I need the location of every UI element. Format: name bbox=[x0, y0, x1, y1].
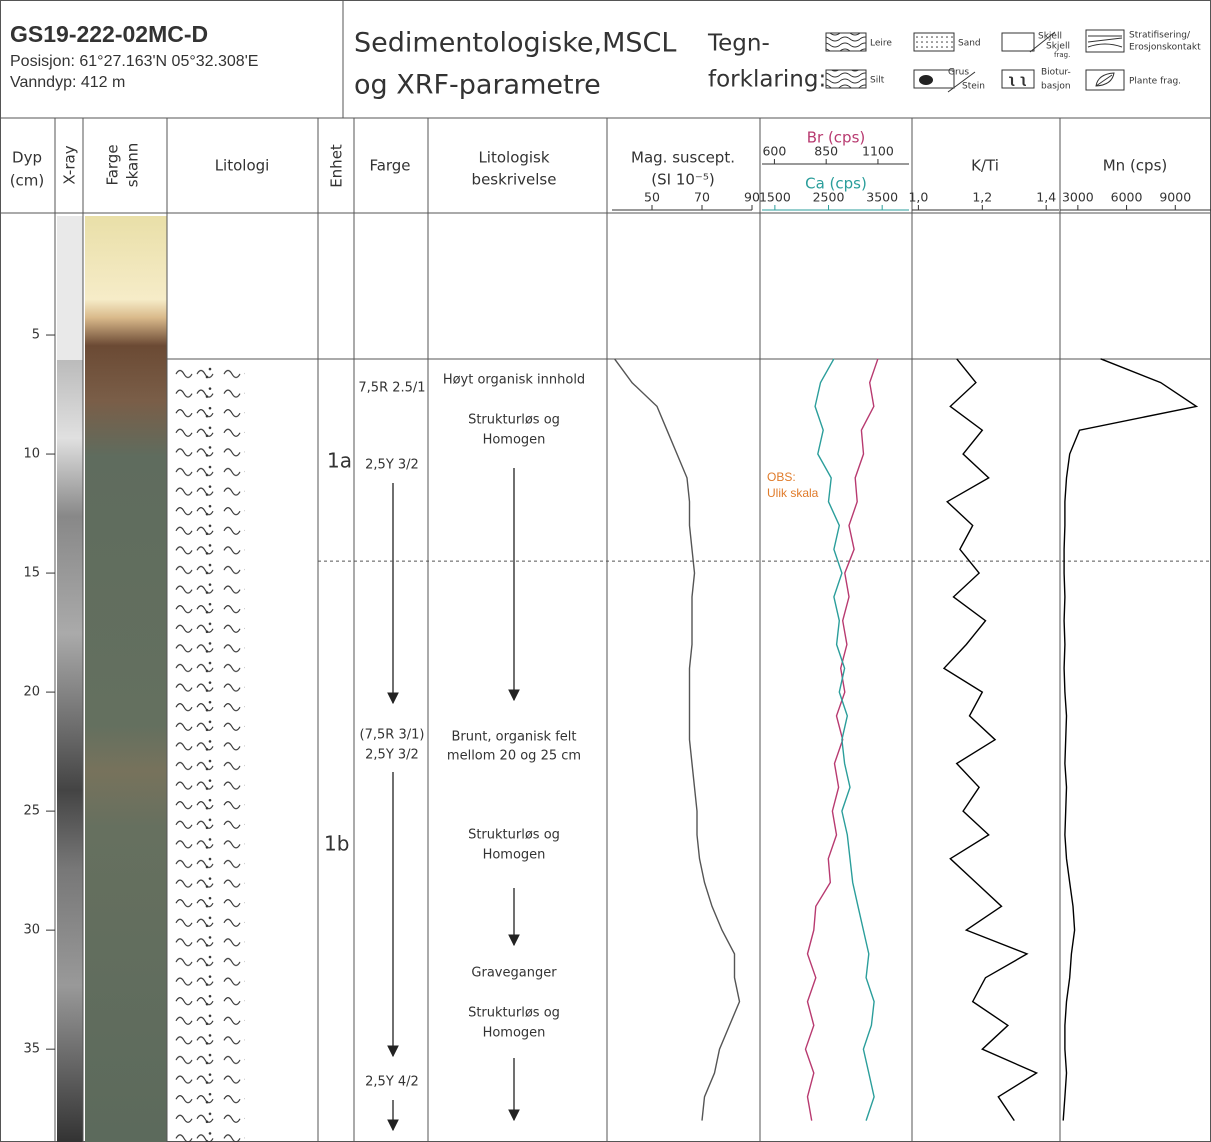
legend-label: Leire bbox=[870, 39, 892, 49]
description: Brunt, organisk felt bbox=[452, 730, 577, 745]
color-label: 7,5R 2.5/1 bbox=[358, 381, 425, 396]
legend-icon bbox=[914, 33, 954, 51]
description: Høyt organisk innhold bbox=[443, 373, 585, 388]
legend-label: Sand bbox=[958, 39, 981, 49]
x-tick-label: 1100 bbox=[862, 144, 894, 159]
description: Homogen bbox=[483, 1026, 546, 1041]
color-label: 2,5Y 4/2 bbox=[365, 1075, 419, 1090]
x-tick-label: 1,0 bbox=[908, 190, 928, 205]
x-tick-label: 1,4 bbox=[1036, 190, 1056, 205]
axis-title: Mn (cps) bbox=[1103, 157, 1168, 175]
column-header: Farge bbox=[104, 144, 122, 185]
description: Graveganger bbox=[471, 966, 557, 981]
column-header: Farge bbox=[369, 157, 410, 175]
description: Strukturløs og bbox=[468, 413, 560, 428]
column-header: Litologi bbox=[215, 157, 270, 175]
units: 1a 1b bbox=[324, 449, 352, 856]
column-header: Enhet bbox=[328, 144, 346, 188]
xray-image bbox=[57, 360, 83, 1142]
y-tick-label: 5 bbox=[32, 328, 40, 343]
heading: Sedimentologiske,MSCL bbox=[354, 28, 676, 59]
color-notes: 7,5R 2.5/1 2,5Y 3/2 (7,5R 3/1) 2,5Y 3/2 … bbox=[358, 381, 425, 1131]
y-tick-label: 20 bbox=[23, 685, 40, 700]
lithology-pattern bbox=[170, 360, 245, 1142]
water-depth: Vanndyp: 412 m bbox=[10, 74, 125, 91]
legend-label: frag. bbox=[1054, 51, 1070, 59]
legend-icon bbox=[1002, 33, 1034, 51]
column-headers: Dyp (cm) X-ray Farge skann Litologi Enhe… bbox=[10, 143, 557, 190]
data-line bbox=[815, 359, 874, 1121]
core-id: GS19-222-02MC-D bbox=[10, 21, 208, 47]
page: GS19-222-02MC-D Posisjon: 61°27.163'N 05… bbox=[0, 0, 1211, 1142]
x-tick-label: 50 bbox=[644, 190, 660, 205]
legend-label: Silt bbox=[870, 76, 885, 86]
legend-icon: ʅ ʅ bbox=[1008, 73, 1027, 87]
legend-label: Skjell bbox=[1046, 42, 1070, 52]
y-tick-label: 35 bbox=[23, 1042, 40, 1057]
column-header: Dyp bbox=[12, 149, 42, 167]
note: Ulik skala bbox=[767, 486, 819, 500]
legend-title: Tegn- bbox=[707, 31, 770, 57]
x-tick-label: 6000 bbox=[1111, 190, 1143, 205]
y-tick-label: 10 bbox=[23, 447, 40, 462]
x-tick-label: 70 bbox=[694, 190, 710, 205]
x-tick-label: 3500 bbox=[866, 190, 898, 205]
position: Posisjon: 61°27.163'N 05°32.308'E bbox=[10, 53, 258, 70]
x-tick-label: 1500 bbox=[759, 190, 791, 205]
color-label: (7,5R 3/1) bbox=[360, 728, 425, 743]
y-tick-label: 30 bbox=[23, 923, 40, 938]
data-line bbox=[1063, 359, 1196, 1121]
color-label: 2,5Y 3/2 bbox=[365, 748, 419, 763]
axis-title: Mag. suscept. bbox=[631, 149, 735, 167]
legend-label: Ca (cps) bbox=[805, 175, 867, 193]
legend-label: Plante frag. bbox=[1129, 77, 1181, 87]
legend-title: forklaring: bbox=[708, 67, 826, 93]
legend-label: Stein bbox=[962, 82, 985, 92]
legend-icon bbox=[919, 75, 933, 85]
legend-icon bbox=[1086, 30, 1124, 52]
x-tick-label: 600 bbox=[762, 144, 786, 159]
legend-label: Stratifisering/ bbox=[1129, 31, 1191, 41]
column-header: skann bbox=[124, 143, 142, 187]
legend-label: Grus bbox=[948, 68, 969, 78]
axis-title: (SI 10⁻⁵) bbox=[651, 171, 714, 189]
legend-label: Biotur- bbox=[1041, 68, 1071, 78]
y-tick-label: 15 bbox=[23, 566, 40, 581]
column-header: Litologisk bbox=[478, 149, 549, 167]
description: Strukturløs og bbox=[468, 828, 560, 843]
description: Strukturløs og bbox=[468, 1006, 560, 1021]
axis-title: K/Ti bbox=[971, 157, 999, 175]
unit-label: 1b bbox=[324, 832, 349, 856]
description: mellom 20 og 25 cm bbox=[447, 749, 581, 764]
y-tick-label: 25 bbox=[23, 804, 40, 819]
data-line bbox=[615, 359, 740, 1121]
description: Homogen bbox=[483, 433, 546, 448]
x-tick-label: 1,2 bbox=[972, 190, 992, 205]
legend-label: Skjell bbox=[1038, 32, 1062, 42]
legend-icon bbox=[826, 70, 866, 88]
legend-icon bbox=[826, 33, 866, 51]
column-header: beskrivelse bbox=[472, 171, 557, 189]
legend-label: basjon bbox=[1041, 82, 1071, 92]
legend-label: Erosjonskontakt bbox=[1129, 43, 1201, 53]
column-header: (cm) bbox=[10, 172, 45, 190]
data-line bbox=[944, 359, 1037, 1121]
x-tick-label: 3000 bbox=[1062, 190, 1094, 205]
note: OBS: bbox=[767, 470, 796, 484]
x-tick-label: 9000 bbox=[1159, 190, 1191, 205]
legend: Leire Silt Sand Grus Stein Skjell Skjell… bbox=[826, 30, 1201, 92]
descriptions: Høyt organisk innhold Strukturløs og Hom… bbox=[443, 373, 585, 1121]
color-scan-image bbox=[85, 216, 167, 1142]
core-log: GS19-222-02MC-D Posisjon: 61°27.163'N 05… bbox=[0, 0, 1211, 1142]
description: Homogen bbox=[483, 848, 546, 863]
legend-label: Br (cps) bbox=[807, 129, 866, 147]
heading: og XRF-parametre bbox=[354, 70, 601, 101]
color-label: 2,5Y 3/2 bbox=[365, 458, 419, 473]
column-header: X-ray bbox=[61, 145, 79, 184]
unit-label: 1a bbox=[327, 449, 352, 473]
x-tick-label: 90 bbox=[744, 190, 760, 205]
